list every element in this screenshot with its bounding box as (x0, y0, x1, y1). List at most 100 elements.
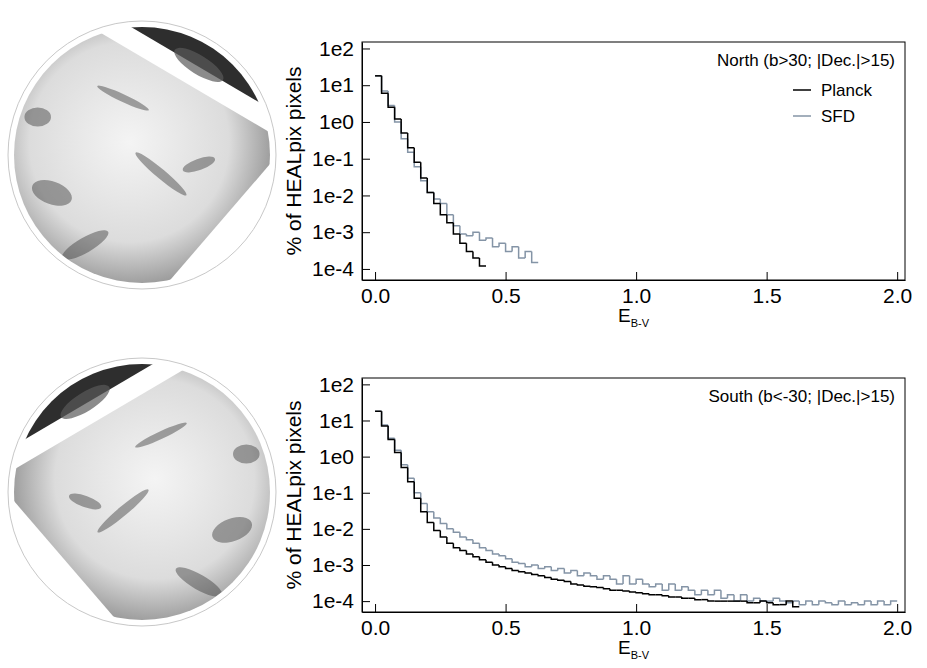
histogram-step (590, 573, 597, 576)
y-tick-mark (362, 159, 370, 160)
y-tick: 1e-1 (312, 147, 370, 170)
y-tick-mark (362, 529, 370, 530)
histogram-step (375, 411, 382, 413)
y-tick: 1e2 (319, 37, 370, 60)
histogram-step (623, 576, 630, 584)
histogram-step (851, 603, 858, 605)
map-fill (14, 27, 270, 283)
histogram-step (532, 251, 539, 262)
histogram-step (643, 579, 650, 584)
histogram-step (401, 452, 408, 467)
histogram-step (584, 585, 591, 586)
histogram-step (473, 251, 480, 257)
y-tick-mark (362, 420, 370, 421)
legend-label: Planck (821, 81, 873, 100)
histogram-step (388, 426, 395, 439)
y-tick: 1e-4 (312, 589, 370, 612)
plot-frame (362, 378, 905, 612)
histogram-step (584, 573, 591, 576)
histogram-step (486, 238, 493, 240)
histogram-step (630, 590, 637, 592)
histogram-step (721, 590, 728, 598)
histogram-step (434, 523, 441, 531)
histogram-step (662, 584, 669, 590)
histogram-step (623, 589, 630, 591)
histogram-step (590, 585, 597, 587)
histogram-step (747, 601, 754, 603)
x-axis-title-main: E (618, 305, 631, 326)
x-tick-label: 0.0 (361, 616, 390, 639)
histogram-step (701, 599, 708, 601)
y-tick-mark (362, 493, 370, 494)
y-axis-line (362, 43, 363, 281)
histogram-step (649, 594, 656, 595)
histogram-step (466, 234, 473, 236)
x-tick-mark (375, 272, 376, 280)
histogram-step (558, 568, 565, 570)
x-axis-title-main: E (618, 637, 631, 658)
histogram-step (440, 531, 447, 537)
histogram-step (499, 554, 506, 556)
x-tick: 2.0 (883, 604, 912, 639)
y-tick-label: 1e-2 (312, 184, 354, 207)
x-axis-line (363, 280, 906, 281)
histogram-step (382, 76, 389, 91)
map-texture (28, 175, 75, 211)
histogram-step (564, 568, 571, 573)
legend-label: SFD (821, 107, 855, 126)
figure: 0.00.51.01.52.01e21e11e01e-11e-21e-31e-4… (0, 0, 927, 668)
histogram-step (878, 601, 885, 605)
histogram-step (512, 559, 519, 563)
y-tick-label: 1e-4 (312, 589, 354, 612)
y-tick: 1e-3 (312, 220, 370, 243)
histogram-step (375, 75, 382, 77)
map-region (14, 27, 270, 283)
y-tick: 1e2 (319, 373, 370, 396)
map-region (14, 364, 270, 620)
x-tick: 0.5 (491, 272, 520, 307)
sky-map (0, 302, 276, 626)
histogram-step (427, 512, 434, 523)
histogram-step (610, 576, 617, 580)
histogram-step (375, 411, 382, 413)
y-tick-mark (362, 565, 370, 566)
histogram-step (414, 478, 421, 492)
x-tick: 1.5 (753, 272, 782, 307)
histogram-step (434, 193, 441, 204)
x-tick-mark (767, 272, 768, 280)
histogram-step (388, 93, 395, 107)
histogram-step (708, 600, 715, 601)
y-tick-mark (362, 48, 370, 49)
y-tick: 1e-2 (312, 184, 370, 207)
histogram-step (780, 598, 787, 601)
histogram-step (721, 600, 728, 602)
x-tick: 1.0 (622, 272, 651, 307)
y-axis-title: % of HEALpix pixels (282, 400, 305, 589)
histogram-step (453, 543, 460, 548)
y-tick-label: 1e1 (319, 409, 354, 432)
y-axis-line (362, 379, 363, 613)
histogram-lines (375, 76, 538, 266)
histogram-step (825, 601, 832, 603)
x-axis-line (363, 612, 906, 613)
histogram-step (395, 107, 402, 119)
histogram-step (662, 595, 669, 596)
histogram-step (493, 562, 500, 565)
histogram-step (473, 554, 480, 557)
histogram-step (871, 601, 878, 605)
histogram-step (688, 587, 695, 591)
histogram-step (734, 600, 741, 602)
histogram-step (832, 603, 839, 605)
histogram-step (675, 596, 682, 598)
map-texture (24, 108, 51, 127)
x-tick-mark (506, 604, 507, 612)
histogram-step (727, 595, 734, 599)
y-tick-label: 1e2 (319, 373, 354, 396)
histogram-step (401, 450, 408, 464)
legend-swatch (793, 89, 811, 91)
x-axis-title: EB-V (618, 305, 650, 329)
histogram-step (741, 595, 748, 601)
legend: Planck SFD (793, 81, 873, 126)
histogram-step (708, 590, 715, 595)
y-tick-label: 1e2 (319, 37, 354, 60)
